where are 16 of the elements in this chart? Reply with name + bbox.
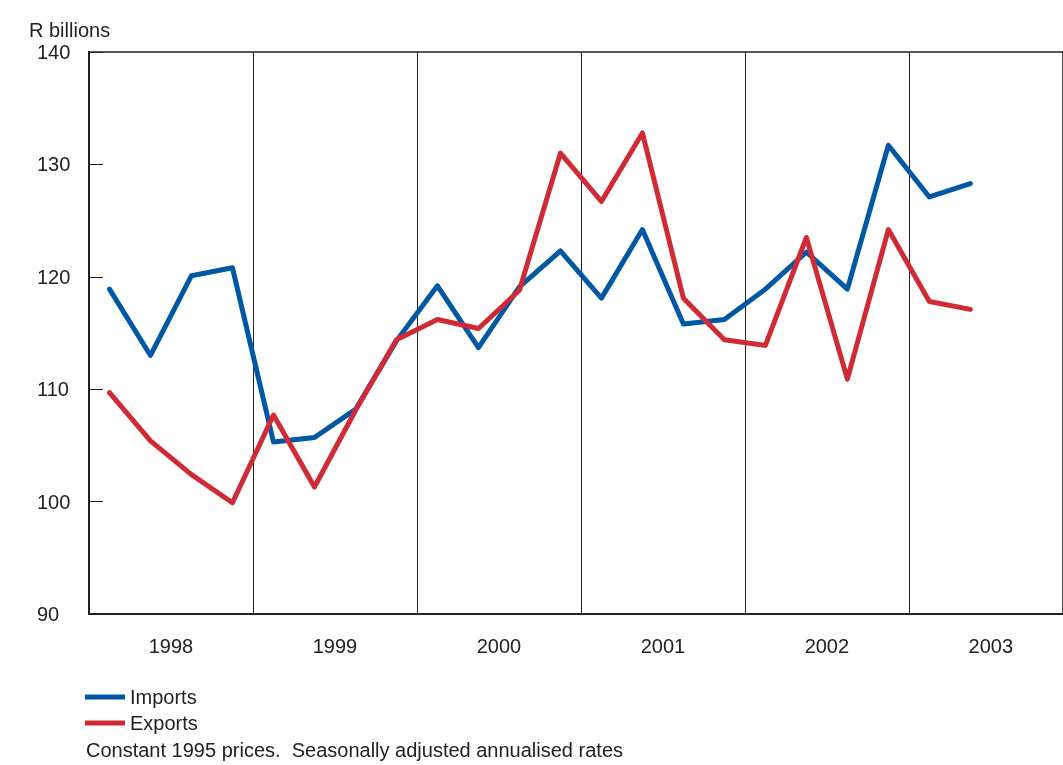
legend-label: Imports bbox=[130, 686, 197, 708]
y-axis-title: R billions bbox=[29, 19, 111, 41]
x-tick-label: 1998 bbox=[148, 635, 194, 657]
y-tick-label: 140 bbox=[37, 41, 71, 63]
x-tick-label: 2002 bbox=[804, 635, 850, 657]
y-tick-label: 110 bbox=[37, 378, 69, 401]
y-tick-label: 100 bbox=[37, 490, 71, 513]
x-tick-label: 1999 bbox=[312, 635, 358, 657]
y-tick-label: 90 bbox=[37, 603, 60, 625]
legend-label: Exports bbox=[130, 712, 198, 734]
y-tick-label: 130 bbox=[37, 153, 71, 176]
text: Constant 1995 prices. Seasonally adjusted annualised rates bbox=[86, 739, 624, 761]
y-tick-label: 120 bbox=[37, 265, 71, 288]
x-tick-label: 2001 bbox=[640, 635, 686, 657]
x-tick-label: 2003 bbox=[968, 635, 1014, 657]
x-tick-label: 2000 bbox=[476, 635, 522, 657]
